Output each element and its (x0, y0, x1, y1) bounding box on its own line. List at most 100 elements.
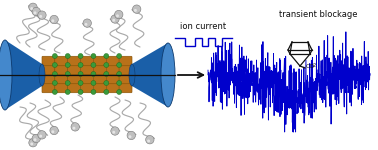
Circle shape (73, 127, 76, 130)
FancyBboxPatch shape (68, 56, 81, 66)
Circle shape (84, 23, 87, 26)
Circle shape (53, 90, 57, 94)
Circle shape (50, 126, 58, 135)
FancyBboxPatch shape (119, 65, 132, 75)
FancyBboxPatch shape (55, 56, 68, 66)
Circle shape (104, 81, 109, 86)
Text: 2: 2 (313, 63, 316, 68)
Ellipse shape (39, 64, 45, 86)
Circle shape (116, 14, 119, 17)
Circle shape (71, 123, 79, 131)
Circle shape (117, 63, 122, 68)
Circle shape (104, 72, 109, 76)
Ellipse shape (161, 43, 175, 107)
Circle shape (117, 81, 122, 86)
Circle shape (51, 130, 54, 133)
Circle shape (117, 90, 122, 94)
Circle shape (53, 63, 57, 68)
Polygon shape (5, 40, 42, 110)
FancyBboxPatch shape (93, 56, 106, 66)
FancyBboxPatch shape (55, 74, 68, 84)
FancyBboxPatch shape (68, 74, 81, 84)
Circle shape (117, 72, 122, 76)
Circle shape (78, 63, 83, 68)
Circle shape (91, 63, 96, 68)
Circle shape (29, 138, 37, 147)
Circle shape (104, 63, 109, 68)
Circle shape (65, 63, 70, 68)
Polygon shape (132, 43, 168, 107)
Circle shape (91, 72, 96, 76)
Circle shape (78, 90, 83, 94)
FancyBboxPatch shape (42, 56, 55, 66)
FancyBboxPatch shape (42, 65, 55, 75)
Circle shape (147, 140, 150, 142)
Circle shape (134, 9, 137, 12)
Circle shape (53, 54, 57, 58)
Circle shape (30, 142, 33, 146)
FancyBboxPatch shape (55, 83, 68, 93)
Circle shape (117, 54, 122, 58)
Circle shape (32, 134, 40, 143)
FancyBboxPatch shape (81, 56, 93, 66)
Circle shape (91, 81, 96, 86)
Circle shape (104, 54, 109, 58)
FancyBboxPatch shape (81, 74, 93, 84)
Circle shape (129, 135, 132, 138)
Circle shape (38, 11, 46, 19)
Circle shape (34, 138, 36, 141)
FancyBboxPatch shape (106, 74, 119, 84)
FancyBboxPatch shape (119, 74, 132, 84)
FancyBboxPatch shape (119, 56, 132, 66)
Text: transient blockage: transient blockage (279, 10, 357, 19)
Circle shape (111, 15, 119, 23)
Circle shape (78, 81, 83, 86)
Circle shape (111, 127, 119, 135)
FancyBboxPatch shape (93, 74, 106, 84)
Circle shape (51, 19, 54, 22)
Circle shape (78, 72, 83, 76)
Circle shape (132, 5, 141, 13)
Circle shape (91, 54, 96, 58)
Circle shape (65, 90, 70, 94)
Circle shape (39, 135, 42, 138)
Circle shape (112, 19, 115, 22)
FancyBboxPatch shape (68, 83, 81, 93)
Circle shape (53, 81, 57, 86)
Circle shape (34, 11, 36, 14)
FancyBboxPatch shape (55, 65, 68, 75)
FancyBboxPatch shape (81, 65, 93, 75)
Circle shape (65, 54, 70, 58)
Circle shape (50, 15, 58, 24)
Circle shape (39, 15, 42, 18)
Text: CO: CO (306, 64, 315, 69)
FancyBboxPatch shape (106, 65, 119, 75)
FancyBboxPatch shape (93, 83, 106, 93)
FancyBboxPatch shape (93, 65, 106, 75)
Circle shape (78, 54, 83, 58)
FancyBboxPatch shape (42, 74, 55, 84)
Circle shape (83, 19, 91, 27)
Ellipse shape (0, 40, 12, 110)
FancyBboxPatch shape (119, 83, 132, 93)
FancyBboxPatch shape (106, 83, 119, 93)
Circle shape (127, 131, 135, 140)
Circle shape (30, 7, 33, 10)
Circle shape (115, 10, 123, 19)
Circle shape (112, 131, 115, 134)
FancyBboxPatch shape (106, 56, 119, 66)
Circle shape (38, 131, 46, 139)
FancyBboxPatch shape (81, 83, 93, 93)
Ellipse shape (129, 64, 135, 86)
Circle shape (29, 3, 37, 12)
Circle shape (146, 135, 154, 144)
Text: ion current: ion current (180, 22, 226, 31)
FancyBboxPatch shape (68, 65, 81, 75)
FancyBboxPatch shape (42, 83, 55, 93)
Circle shape (65, 81, 70, 86)
Circle shape (65, 72, 70, 76)
Circle shape (53, 72, 57, 76)
Circle shape (32, 7, 40, 16)
Circle shape (91, 90, 96, 94)
Circle shape (104, 90, 109, 94)
